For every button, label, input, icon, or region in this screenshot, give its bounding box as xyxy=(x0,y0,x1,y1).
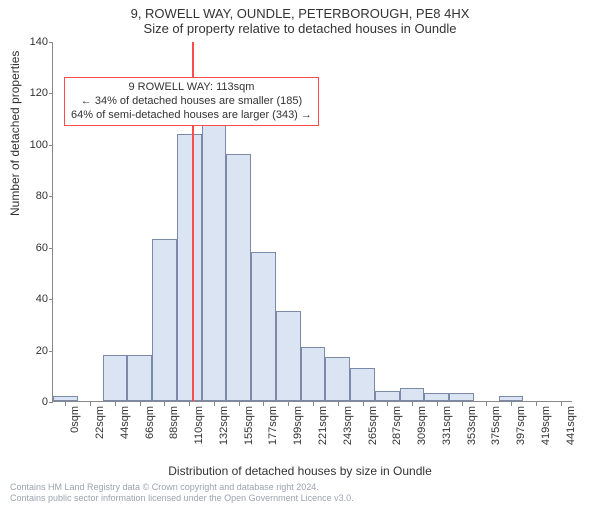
bar xyxy=(400,388,425,401)
y-tick-label: 140 xyxy=(8,36,48,48)
y-tick-mark xyxy=(49,248,53,249)
bar xyxy=(127,355,152,401)
x-tick-mark xyxy=(115,402,116,406)
x-tick-mark xyxy=(437,402,438,406)
annotation-box: 9 ROWELL WAY: 113sqm ← 34% of detached h… xyxy=(64,77,319,126)
y-tick-label: 80 xyxy=(8,190,48,202)
y-tick-mark xyxy=(49,402,53,403)
x-tick-label: 44sqm xyxy=(119,406,131,466)
bar xyxy=(202,116,227,401)
annotation-line2: ← 34% of detached houses are smaller (18… xyxy=(71,95,312,109)
x-tick-mark xyxy=(486,402,487,406)
bar xyxy=(375,391,400,401)
x-tick-mark xyxy=(214,402,215,406)
annotation-line3: 64% of semi-detached houses are larger (… xyxy=(71,109,312,123)
x-tick-label: 287sqm xyxy=(391,406,403,466)
x-tick-label: 221sqm xyxy=(317,406,329,466)
bar xyxy=(449,393,474,401)
y-tick-label: 60 xyxy=(8,242,48,254)
x-tick-mark xyxy=(164,402,165,406)
bar xyxy=(177,134,202,401)
x-tick-label: 243sqm xyxy=(342,406,354,466)
x-tick-mark xyxy=(511,402,512,406)
title-address: 9, ROWELL WAY, OUNDLE, PETERBOROUGH, PE8… xyxy=(0,6,600,21)
y-tick-label: 120 xyxy=(8,87,48,99)
x-tick-label: 375sqm xyxy=(490,406,502,466)
bar xyxy=(301,347,326,401)
x-tick-mark xyxy=(387,402,388,406)
x-tick-label: 397sqm xyxy=(515,406,527,466)
x-tick-mark xyxy=(263,402,264,406)
x-tick-label: 419sqm xyxy=(540,406,552,466)
footer-line1: Contains HM Land Registry data © Crown c… xyxy=(10,482,354,493)
bar xyxy=(226,154,251,401)
x-tick-label: 177sqm xyxy=(267,406,279,466)
x-tick-mark xyxy=(462,402,463,406)
x-tick-label: 353sqm xyxy=(466,406,478,466)
x-tick-label: 0sqm xyxy=(69,406,81,466)
y-tick-mark xyxy=(49,42,53,43)
x-tick-mark xyxy=(65,402,66,406)
footer-line2: Contains public sector information licen… xyxy=(10,493,354,504)
x-tick-mark xyxy=(140,402,141,406)
chart-area: 0204060801001201400sqm22sqm44sqm66sqm88s… xyxy=(52,42,572,402)
bar xyxy=(350,368,375,401)
bar xyxy=(103,355,128,401)
x-tick-mark xyxy=(313,402,314,406)
x-tick-mark xyxy=(239,402,240,406)
bar xyxy=(325,357,350,401)
y-tick-label: 100 xyxy=(8,139,48,151)
x-tick-label: 441sqm xyxy=(565,406,577,466)
y-tick-mark xyxy=(49,299,53,300)
x-tick-label: 155sqm xyxy=(243,406,255,466)
x-tick-mark xyxy=(412,402,413,406)
x-tick-mark xyxy=(90,402,91,406)
y-tick-mark xyxy=(49,93,53,94)
x-tick-label: 265sqm xyxy=(367,406,379,466)
x-tick-mark xyxy=(338,402,339,406)
bar xyxy=(251,252,276,401)
x-tick-label: 132sqm xyxy=(218,406,230,466)
x-tick-label: 88sqm xyxy=(168,406,180,466)
y-tick-mark xyxy=(49,145,53,146)
x-tick-label: 66sqm xyxy=(144,406,156,466)
bar xyxy=(499,396,524,401)
y-tick-mark xyxy=(49,196,53,197)
bar xyxy=(276,311,301,401)
x-tick-mark xyxy=(288,402,289,406)
x-tick-label: 309sqm xyxy=(416,406,428,466)
bar xyxy=(53,396,78,401)
x-tick-label: 331sqm xyxy=(441,406,453,466)
bar xyxy=(424,393,449,401)
annotation-line1: 9 ROWELL WAY: 113sqm xyxy=(71,81,312,95)
x-tick-mark xyxy=(561,402,562,406)
x-axis-label: Distribution of detached houses by size … xyxy=(0,464,600,478)
x-tick-mark xyxy=(536,402,537,406)
y-tick-label: 40 xyxy=(8,293,48,305)
x-tick-mark xyxy=(189,402,190,406)
bar xyxy=(152,239,177,401)
title-subtitle: Size of property relative to detached ho… xyxy=(0,21,600,36)
x-tick-label: 22sqm xyxy=(94,406,106,466)
y-tick-label: 0 xyxy=(8,396,48,408)
x-tick-mark xyxy=(363,402,364,406)
x-tick-label: 199sqm xyxy=(292,406,304,466)
footer-attribution: Contains HM Land Registry data © Crown c… xyxy=(10,482,354,504)
y-tick-mark xyxy=(49,351,53,352)
x-tick-label: 110sqm xyxy=(193,406,205,466)
y-tick-label: 20 xyxy=(8,345,48,357)
